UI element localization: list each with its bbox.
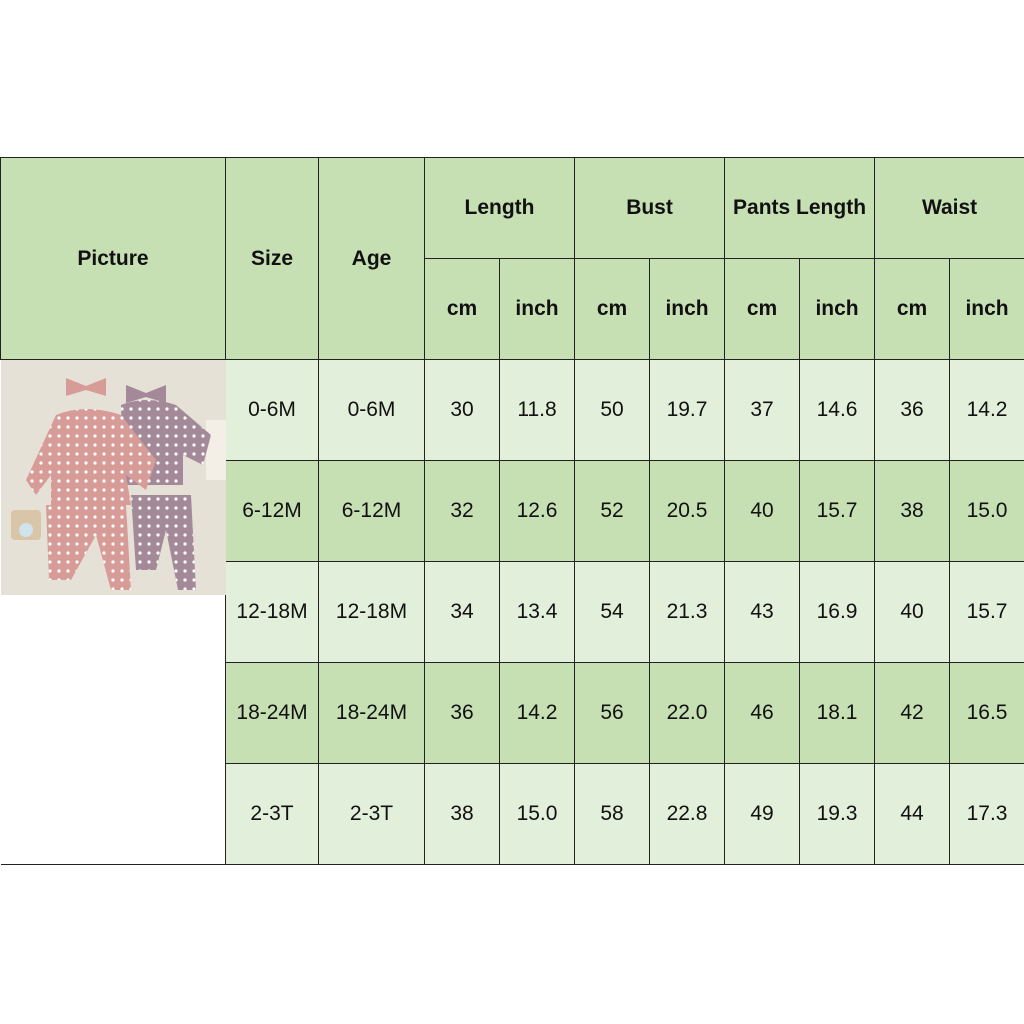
age-cell: 12-18M — [318, 561, 425, 663]
unit: inch — [949, 258, 1024, 360]
measurement-cell: 34 — [424, 561, 500, 663]
measurement-cell: 21.3 — [649, 561, 726, 663]
measurement-cell: 52 — [574, 460, 651, 562]
measurement-cell: 15.0 — [949, 460, 1024, 562]
measurement-cell: 22.0 — [649, 662, 726, 764]
product-picture-cell — [0, 359, 226, 865]
measurement-cell: 50 — [574, 359, 651, 461]
measurement-cell: 19.7 — [649, 359, 726, 461]
measurement-cell: 32 — [424, 460, 500, 562]
header-pants-length: Pants Length — [724, 157, 876, 259]
header-size: Size — [225, 157, 319, 360]
age-cell: 2-3T — [318, 763, 425, 865]
header-bust: Bust — [574, 157, 726, 259]
measurement-cell: 14.2 — [498, 662, 576, 764]
measurement-cell: 43 — [724, 561, 801, 663]
measurement-cell: 40 — [874, 561, 951, 663]
unit: inch — [498, 258, 576, 360]
measurement-cell: 22.8 — [649, 763, 726, 865]
table-row: 12-18M 12-18M 34 13.4 54 21.3 43 16.9 40 15.7 — [1, 561, 1024, 663]
measurement-cell: 17.3 — [949, 763, 1024, 865]
unit: inch — [799, 258, 876, 360]
age-cell: 6-12M — [318, 460, 425, 562]
product-photo — [0, 360, 226, 595]
measurement-cell: 16.5 — [949, 662, 1024, 764]
measurement-cell: 16.9 — [799, 561, 876, 663]
measurement-cell: 44 — [874, 763, 951, 865]
size-cell: 6-12M — [225, 460, 319, 562]
header-age: Age — [318, 157, 425, 360]
table-row: 2-3T 2-3T 38 15.0 58 22.8 49 19.3 44 17.3 — [1, 763, 1024, 865]
age-cell: 0-6M — [318, 359, 425, 461]
unit-row: cm inch cm inch cm inch cm inch — [1, 258, 1024, 360]
unit: inch — [649, 258, 726, 360]
measurement-cell: 18.1 — [799, 662, 876, 764]
measurement-cell: 36 — [874, 359, 951, 461]
measurement-cell: 46 — [724, 662, 801, 764]
unit: cm — [424, 258, 500, 360]
measurement-cell: 56 — [574, 662, 651, 764]
measurement-cell: 12.6 — [498, 460, 576, 562]
unit: cm — [724, 258, 801, 360]
measurement-cell: 40 — [724, 460, 801, 562]
measurement-cell: 14.2 — [949, 359, 1024, 461]
measurement-cell: 11.8 — [498, 359, 576, 461]
measurement-cell: 58 — [574, 763, 651, 865]
header-picture: Picture — [0, 157, 226, 360]
size-cell: 2-3T — [225, 763, 319, 865]
measurement-cell: 54 — [574, 561, 651, 663]
measurement-cell: 19.3 — [799, 763, 876, 865]
size-cell: 18-24M — [225, 662, 319, 764]
measurement-cell: 15.7 — [949, 561, 1024, 663]
measurement-cell: 20.5 — [649, 460, 726, 562]
measurement-cell: 36 — [424, 662, 500, 764]
age-cell: 18-24M — [318, 662, 425, 764]
measurement-cell: 15.7 — [799, 460, 876, 562]
measurement-cell: 30 — [424, 359, 500, 461]
measurement-cell: 38 — [874, 460, 951, 562]
header-row: Picture Size Age Length Bust Pants Lengt… — [0, 157, 1024, 360]
table-row: 6-12M 6-12M 32 12.6 52 20.5 40 15.7 38 15.0 — [1, 460, 1024, 562]
header-waist: Waist — [874, 157, 1024, 259]
size-cell: 12-18M — [225, 561, 319, 663]
header-length: Length — [423, 157, 576, 259]
size-cell: 0-6M — [225, 359, 319, 461]
size-chart-table: Picture Size Age Length Bust Pants Lengt… — [0, 157, 1024, 865]
table-row: 0-6M 0-6M 30 11.8 50 19.7 37 14.6 36 14.2 — [0, 359, 1024, 865]
unit: cm — [874, 258, 951, 360]
measurement-cell: 38 — [424, 763, 500, 865]
measurement-cell: 14.6 — [799, 359, 876, 461]
measurement-cell: 37 — [724, 359, 801, 461]
measurement-cell: 49 — [724, 763, 801, 865]
measurement-cell: 13.4 — [498, 561, 576, 663]
measurement-cell: 42 — [874, 662, 951, 764]
unit: cm — [574, 258, 651, 360]
table-row: 18-24M 18-24M 36 14.2 56 22.0 46 18.1 42 16.5 — [1, 662, 1024, 764]
measurement-cell: 15.0 — [498, 763, 576, 865]
